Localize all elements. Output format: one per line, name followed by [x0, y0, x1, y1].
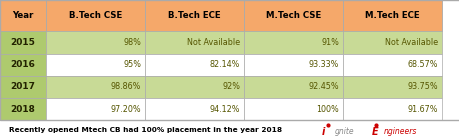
Bar: [0, 76, 46, 98]
Text: 97.20%: 97.20%: [110, 105, 141, 114]
Bar: [342, 76, 441, 98]
Text: 93.33%: 93.33%: [308, 60, 338, 69]
Text: ngineers: ngineers: [383, 127, 417, 136]
Text: 92%: 92%: [222, 82, 240, 91]
Text: B.Tech CSE: B.Tech CSE: [69, 11, 122, 20]
Bar: [0, 0, 459, 120]
Bar: [0, 98, 46, 120]
Text: 91.67%: 91.67%: [407, 105, 437, 114]
Text: Recently opened Mtech CB had 100% placement in the year 2018: Recently opened Mtech CB had 100% placem…: [9, 127, 282, 133]
Bar: [342, 54, 441, 76]
Text: Not Available: Not Available: [187, 38, 240, 47]
Text: Year: Year: [12, 11, 34, 20]
Bar: [243, 98, 342, 120]
Bar: [145, 31, 243, 54]
Text: gnite: gnite: [334, 127, 354, 136]
Bar: [0, 54, 46, 76]
Text: 68.57%: 68.57%: [407, 60, 437, 69]
Text: 93.75%: 93.75%: [406, 82, 437, 91]
Bar: [145, 98, 243, 120]
Text: 2018: 2018: [11, 105, 35, 114]
Bar: [243, 76, 342, 98]
Text: 82.14%: 82.14%: [209, 60, 240, 69]
Bar: [342, 98, 441, 120]
Bar: [145, 76, 243, 98]
Text: 91%: 91%: [320, 38, 338, 47]
Bar: [342, 0, 441, 31]
Text: 98.86%: 98.86%: [111, 82, 141, 91]
Bar: [46, 76, 145, 98]
Text: E: E: [371, 127, 377, 137]
Text: 94.12%: 94.12%: [209, 105, 240, 114]
Text: 2015: 2015: [11, 38, 35, 47]
Bar: [46, 98, 145, 120]
Bar: [46, 0, 145, 31]
Text: 98%: 98%: [123, 38, 141, 47]
Bar: [0, 0, 46, 31]
Text: M.Tech ECE: M.Tech ECE: [364, 11, 419, 20]
Bar: [243, 31, 342, 54]
Text: M.Tech CSE: M.Tech CSE: [265, 11, 320, 20]
Bar: [145, 0, 243, 31]
Text: 95%: 95%: [123, 60, 141, 69]
Bar: [243, 54, 342, 76]
Text: i: i: [321, 127, 325, 137]
Text: Not Available: Not Available: [384, 38, 437, 47]
Bar: [145, 54, 243, 76]
Text: 92.45%: 92.45%: [308, 82, 338, 91]
Text: B.Tech ECE: B.Tech ECE: [168, 11, 220, 20]
Bar: [46, 54, 145, 76]
Bar: [243, 0, 342, 31]
Text: 2016: 2016: [11, 60, 35, 69]
Text: 2017: 2017: [11, 82, 35, 91]
Bar: [46, 31, 145, 54]
Text: 100%: 100%: [316, 105, 338, 114]
Bar: [0, 31, 46, 54]
Bar: [342, 31, 441, 54]
